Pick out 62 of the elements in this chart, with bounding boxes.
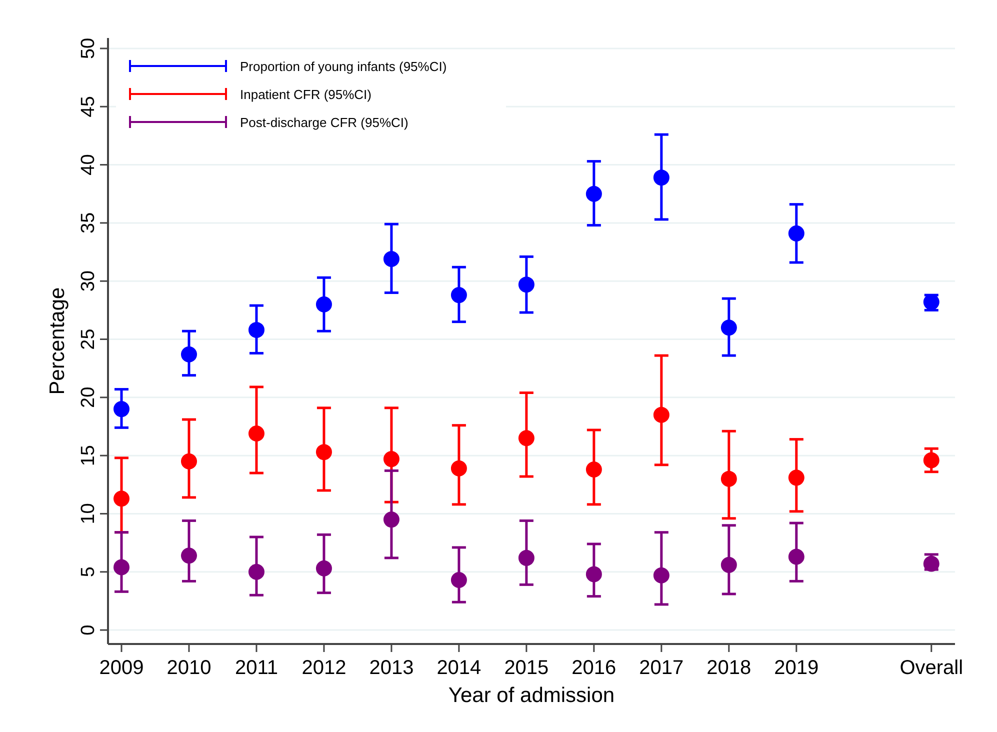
y-tick-label: 15 <box>78 445 99 466</box>
y-axis-title: Percentage <box>46 287 69 395</box>
x-tick-label: 2010 <box>166 657 212 679</box>
point <box>720 320 737 336</box>
point <box>586 186 602 202</box>
point <box>788 548 804 565</box>
point <box>180 453 197 470</box>
y-tick-label: 30 <box>78 270 99 292</box>
point <box>383 512 400 528</box>
point <box>653 406 670 423</box>
point <box>114 559 130 576</box>
point <box>114 490 130 507</box>
point <box>923 452 940 468</box>
y-tick-label: 10 <box>78 503 99 524</box>
point <box>316 296 332 312</box>
legend-label: Post-discharge CFR (95%CI) <box>240 115 408 130</box>
point <box>518 550 534 566</box>
x-tick-label: 2013 <box>369 657 414 679</box>
y-tick-label: 25 <box>78 328 99 350</box>
point <box>180 346 197 362</box>
point <box>586 566 602 582</box>
point <box>450 460 467 476</box>
x-tick-label: 2017 <box>639 657 684 679</box>
x-tick-label: 2011 <box>234 657 278 679</box>
point <box>450 287 467 304</box>
point <box>248 322 264 338</box>
x-tick-label: 2009 <box>99 657 144 679</box>
legend-label: Inpatient CFR (95%CI) <box>240 87 372 102</box>
point <box>586 462 602 478</box>
y-tick-label: 0 <box>78 624 99 636</box>
x-tick-label: 2014 <box>436 657 482 679</box>
point <box>248 425 264 442</box>
legend-label: Proportion of young infants (95%CI) <box>240 59 447 74</box>
x-tick-label: 2015 <box>504 657 549 679</box>
y-tick-label: 40 <box>78 154 99 176</box>
point <box>383 451 400 468</box>
point <box>518 430 534 446</box>
point <box>316 560 332 576</box>
point <box>788 470 804 486</box>
x-tick-label: 2016 <box>572 657 616 679</box>
point <box>114 401 130 418</box>
x-tick-label: 2012 <box>302 657 346 679</box>
point <box>180 548 197 564</box>
y-tick-label: 5 <box>78 566 99 578</box>
x-tick-label: 2018 <box>706 657 752 679</box>
point <box>450 572 467 588</box>
point <box>248 564 264 580</box>
y-tick-label: 35 <box>78 212 99 234</box>
x-axis-title: Year of admission <box>448 684 615 707</box>
x-tick-label: 2019 <box>774 657 819 679</box>
y-tick-label: 45 <box>78 96 99 118</box>
point <box>788 225 804 242</box>
y-tick-label: 20 <box>78 386 99 408</box>
point <box>383 251 400 267</box>
point <box>653 170 670 186</box>
point <box>720 470 737 487</box>
y-tick-label: 50 <box>78 38 99 60</box>
point <box>653 567 670 584</box>
point <box>316 444 332 460</box>
point <box>720 556 737 573</box>
x-tick-label: Overall <box>900 657 964 679</box>
point <box>518 276 534 293</box>
